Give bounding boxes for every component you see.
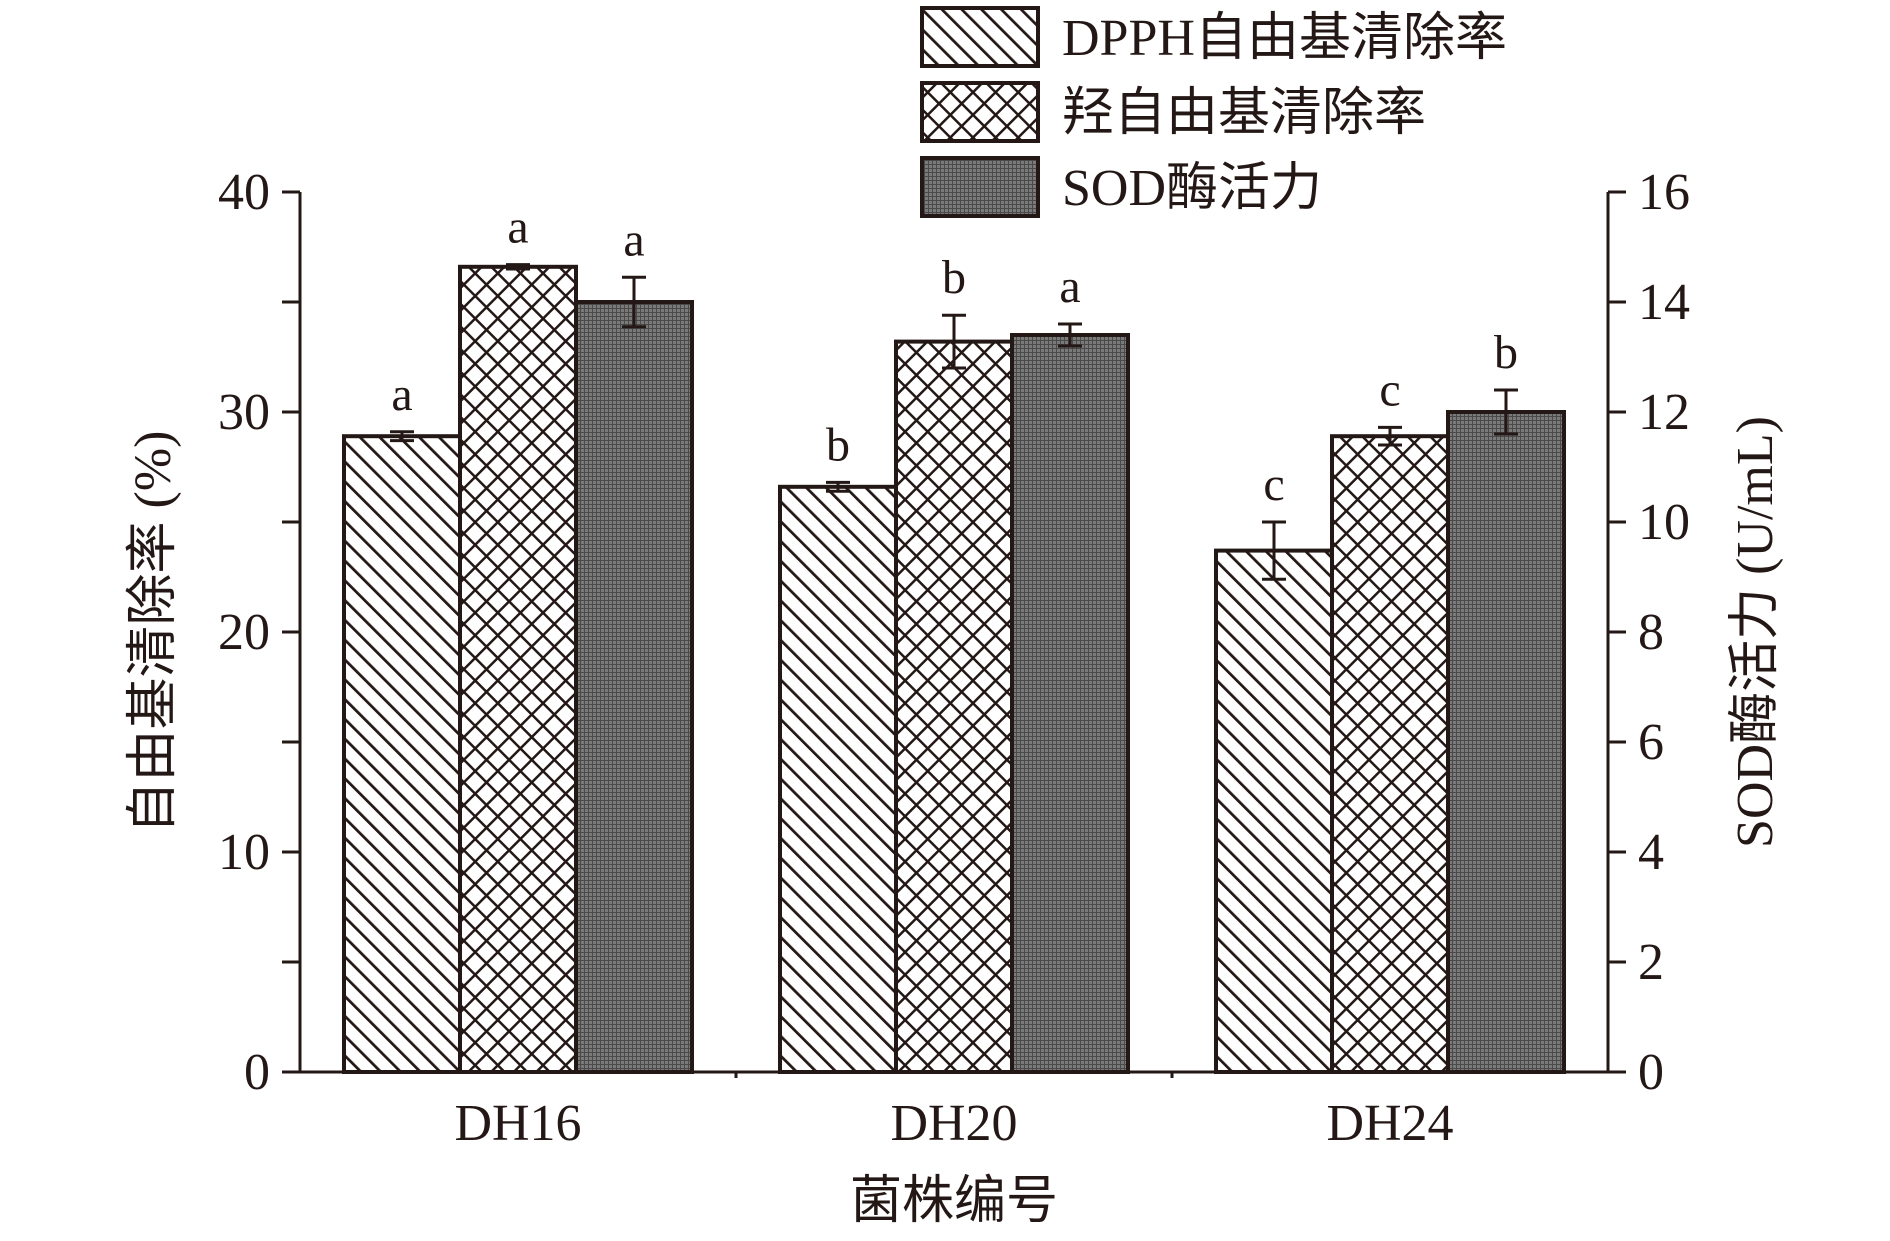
bar — [1214, 548, 1334, 1074]
significance-label: a — [623, 213, 644, 266]
left-tick-label: 40 — [218, 164, 270, 221]
left-tick-label: 30 — [218, 384, 270, 441]
right-tick-label: 2 — [1638, 934, 1664, 991]
bar — [1446, 410, 1566, 1074]
x-tick-label: DH16 — [454, 1095, 581, 1152]
bar — [574, 300, 694, 1074]
bar — [778, 484, 898, 1074]
legend-label: DPPH自由基清除率 — [1062, 10, 1507, 67]
x-tick-label: DH24 — [1326, 1095, 1453, 1152]
left-tick-label: 20 — [218, 604, 270, 661]
significance-label: c — [1379, 363, 1400, 416]
bars — [342, 264, 1566, 1075]
left-tick-label: 0 — [244, 1044, 270, 1101]
bar — [1330, 434, 1450, 1074]
significance-label: b — [942, 251, 966, 304]
significance-label: a — [391, 368, 412, 421]
x-tick-label: DH20 — [890, 1095, 1017, 1152]
error-bars — [390, 263, 1518, 581]
right-tick-label: 16 — [1638, 164, 1690, 221]
right-tick-label: 6 — [1638, 714, 1664, 771]
right-tick-label: 12 — [1638, 384, 1690, 441]
right-axis-ticks: 0 2 4 6 8 10 12 14 16 — [1608, 164, 1690, 1101]
bar — [894, 339, 1014, 1075]
legend-label: 羟自由基清除率 — [1062, 85, 1426, 142]
significance-labels: a b c a b c a a b — [391, 201, 1518, 511]
significance-label: c — [1263, 458, 1284, 511]
right-tick-label: 14 — [1638, 274, 1690, 331]
legend-label: SOD酶活力 — [1062, 160, 1322, 217]
significance-label: b — [1494, 326, 1518, 379]
left-axis-ticks: 0 10 20 30 40 — [218, 164, 300, 1101]
x-axis-title: 菌株编号 — [850, 1173, 1058, 1230]
legend-swatch — [920, 6, 1040, 68]
right-tick-label: 4 — [1638, 824, 1664, 881]
significance-label: a — [507, 201, 528, 254]
right-tick-label: 0 — [1638, 1044, 1664, 1101]
right-axis-title: SOD酶活力 (U/mL) — [1727, 416, 1784, 848]
left-tick-label: 10 — [218, 824, 270, 881]
bar — [342, 434, 462, 1074]
significance-label: a — [1059, 260, 1080, 313]
right-tick-label: 8 — [1638, 604, 1664, 661]
significance-label: b — [826, 418, 850, 471]
bar — [458, 264, 578, 1074]
left-axis-title: 自由基清除率 (%) — [125, 431, 182, 834]
legend-swatch — [920, 81, 1040, 143]
right-tick-label: 10 — [1638, 494, 1690, 551]
bar — [1010, 333, 1130, 1074]
x-axis-ticks: DH16 DH20 DH24 — [454, 1072, 1454, 1152]
legend-swatch — [920, 156, 1040, 218]
